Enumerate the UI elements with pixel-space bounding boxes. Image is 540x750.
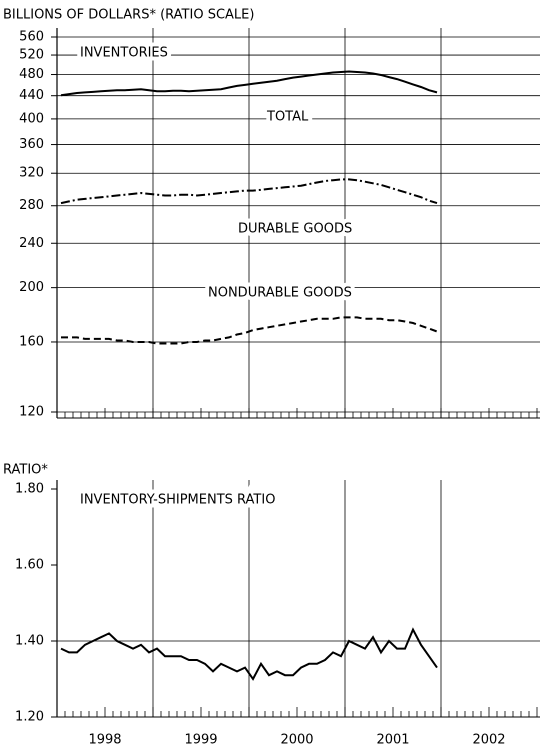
- y-tick-label: 120: [19, 405, 44, 420]
- x-tick-label: 2000: [280, 733, 313, 748]
- y-tick-label: 280: [19, 198, 44, 213]
- series-line: [61, 316, 438, 345]
- y-tick-label: 1.20: [15, 710, 44, 725]
- x-tick-label: 1999: [184, 733, 217, 748]
- x-tick-label: 2001: [376, 733, 409, 748]
- y-tick-label: 360: [19, 137, 44, 152]
- y-tick-label: 1.60: [15, 558, 44, 573]
- series-line: [60, 627, 438, 681]
- series-line: [60, 70, 438, 97]
- y-tick-label: 1.40: [15, 634, 44, 649]
- y-tick-label: 1.80: [15, 482, 44, 497]
- y-tick-label: 400: [19, 111, 44, 126]
- y-tick-label: 200: [19, 280, 44, 295]
- series-label: DURABLE GOODS: [238, 222, 352, 237]
- x-tick-label: 1998: [88, 733, 121, 748]
- y-tick-label: 440: [19, 88, 44, 103]
- y-tick-label: 320: [19, 166, 44, 181]
- series-line: [60, 178, 438, 205]
- series-label: TOTAL: [266, 110, 309, 125]
- y-tick-label: 520: [19, 48, 44, 63]
- y-tick-label: 560: [19, 30, 44, 45]
- y-axis-label: BILLIONS OF DOLLARS* (RATIO SCALE): [3, 8, 254, 23]
- y-tick-label: 480: [19, 67, 44, 82]
- x-tick-label: 2002: [472, 733, 505, 748]
- y-axis-label: RATIO*: [3, 463, 48, 478]
- series-label: INVENTORY-SHIPMENTS RATIO: [80, 493, 275, 508]
- series-label: NONDURABLE GOODS: [208, 286, 352, 301]
- series-label: INVENTORIES: [80, 46, 168, 61]
- y-tick-label: 160: [19, 334, 44, 349]
- y-tick-label: 240: [19, 236, 44, 251]
